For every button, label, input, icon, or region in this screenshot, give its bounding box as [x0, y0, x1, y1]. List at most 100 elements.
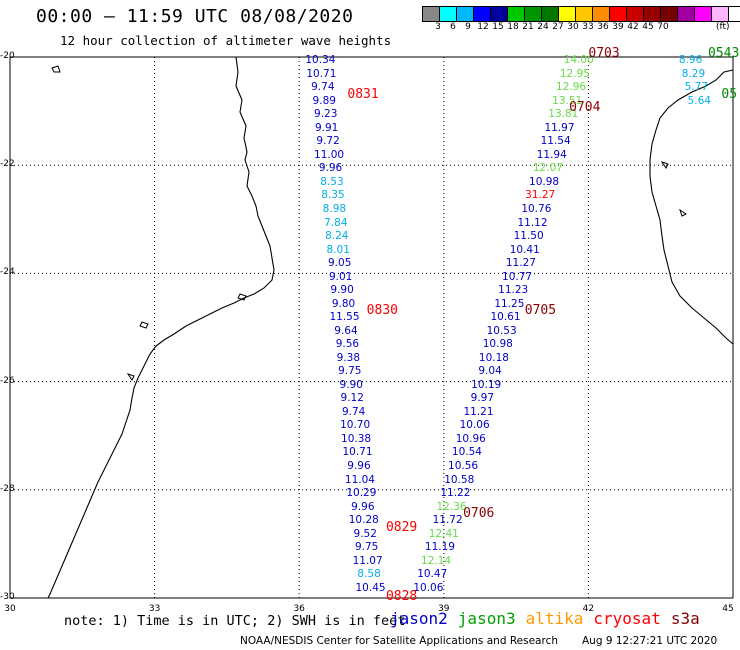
pass-time-label: 0831: [347, 86, 379, 102]
wave-height-value: 10.06: [413, 581, 444, 594]
madagascar-detail-1: [660, 161, 669, 169]
wave-height-value: 31.27: [525, 189, 556, 202]
wave-height-value: 9.80: [331, 297, 356, 310]
color-scale-label: 6: [450, 22, 456, 32]
color-scale-label: 45: [642, 22, 654, 32]
madagascar-coastline: [649, 69, 734, 345]
madagascar-detail-2: [679, 208, 687, 217]
wave-height-value: 9.64: [334, 324, 358, 337]
pass-time-label: 0543: [708, 46, 740, 62]
wave-height-value: 10.45: [355, 581, 386, 594]
latitude-label: -26: [0, 375, 15, 386]
wave-height-value: 11.23: [498, 284, 529, 297]
longitude-label: 42: [582, 604, 595, 614]
pass-time-label: 0828: [385, 589, 418, 604]
wave-height-value: 10.53: [486, 324, 517, 337]
wave-height-value: 10.61: [490, 311, 521, 324]
wave-height-value: 9.72: [316, 135, 340, 148]
longitude-label: 36: [293, 604, 305, 614]
wave-height-value: 11.22: [440, 487, 471, 500]
wave-height-value: 11.55: [329, 311, 360, 324]
latitude-label: -28: [0, 483, 15, 494]
wave-height-value: 9.90: [339, 378, 363, 391]
satellite-legend-item: cryosat: [593, 609, 661, 628]
wave-height-value: 8.96: [678, 54, 703, 67]
wave-height-value: 10.58: [444, 473, 475, 486]
wave-height-value: 9.52: [353, 527, 377, 540]
wave-height-value: 10.38: [341, 432, 372, 445]
color-scale-label: 42: [627, 22, 639, 32]
wave-height-value: 12.07: [532, 162, 563, 175]
color-scale-bar: [422, 6, 740, 22]
wave-height-value: 9.04: [478, 365, 502, 378]
wave-height-value: 9.90: [330, 284, 354, 297]
wave-height-value: 9.23: [314, 108, 338, 121]
wave-height-value: 9.05: [327, 257, 352, 270]
wave-height-value: 9.75: [354, 541, 379, 554]
longitude-label: 39: [438, 604, 450, 614]
latitude-label: -20: [0, 51, 15, 61]
color-scale-label: 21: [522, 22, 534, 32]
wave-height-value: 9.96: [318, 162, 343, 175]
wave-height-value: 13.51: [552, 94, 583, 107]
latitude-label: -30: [0, 592, 15, 602]
wave-height-value: 10.47: [417, 568, 448, 581]
wave-height-value: 8.01: [326, 243, 350, 256]
wave-height-value: 10.96: [455, 432, 486, 445]
wave-height-value: 10.28: [348, 514, 379, 527]
wave-height-value: 9.96: [347, 459, 371, 472]
coast-detail-2: [126, 373, 135, 381]
pass-time-label: 0829: [385, 519, 418, 535]
longitude-label: 30: [4, 604, 16, 614]
wave-height-value: 10.29: [346, 487, 377, 500]
wave-height-value: 10.18: [478, 351, 509, 364]
footer-note: note: 1) Time is in UTC; 2) SWH is in fe…: [64, 613, 406, 629]
pass-time-label: 0703: [588, 46, 620, 62]
wave-height-value: 12.96: [556, 81, 587, 94]
wave-height-value: 11.50: [513, 230, 544, 243]
wave-height-value: 10.06: [459, 419, 490, 432]
wave-height-value: 12.41: [428, 527, 459, 540]
color-scale-label: 27: [552, 22, 564, 32]
color-scale-unit: (ft): [716, 22, 730, 32]
wave-height-value: 11.07: [352, 554, 383, 567]
wave-height-value: 10.34: [305, 54, 336, 67]
wave-height-value: 5.64: [687, 94, 711, 107]
latitude-label: -22: [0, 159, 15, 170]
wave-height-value: 9.12: [340, 392, 364, 405]
color-scale-label: 18: [507, 22, 519, 32]
coast-detail-3: [139, 321, 149, 329]
wave-height-value: 10.76: [521, 203, 552, 216]
wave-height-value: 9.96: [351, 500, 375, 513]
wave-height-value: 9.01: [328, 270, 353, 283]
color-scale-label: 70: [657, 22, 669, 32]
pass-time-label: 0830: [366, 303, 398, 319]
wave-height-value: 11.97: [544, 121, 575, 134]
map-grid: [10, 57, 733, 598]
latitude-label: -24: [0, 267, 15, 278]
wave-height-value: 8.35: [321, 189, 345, 202]
page-subtitle: 12 hour collection of altimeter wave hei…: [60, 33, 392, 48]
wave-height-value: 10.54: [451, 446, 482, 459]
pass-time-label: 0706: [463, 506, 495, 522]
coast-detail-4: [51, 65, 61, 73]
wave-height-value: 10.70: [340, 419, 371, 432]
wave-height-value: 8.98: [322, 203, 347, 216]
wave-height-value: 9.38: [336, 351, 361, 364]
color-scale-label: 3: [435, 22, 441, 32]
wave-height-value: 10.19: [471, 378, 502, 391]
credit-text: NOAA/NESDIS Center for Satellite Applica…: [240, 635, 558, 647]
wave-height-value: 7.84: [324, 216, 348, 229]
wave-height-value: 11.94: [536, 148, 567, 161]
coast-detail-1: [237, 293, 247, 301]
wave-height-value: 10.77: [502, 270, 533, 283]
wave-height-value: 10.41: [509, 243, 540, 256]
wave-height-value: 9.56: [335, 338, 360, 351]
pass-time-label: 0705: [524, 303, 557, 319]
wave-height-value: 5.77: [684, 81, 709, 94]
longitude-label: 33: [148, 604, 161, 614]
wave-height-value: 9.74: [341, 405, 366, 418]
color-scale-label: 24: [537, 22, 549, 32]
wave-height-value: 8.29: [681, 67, 706, 80]
